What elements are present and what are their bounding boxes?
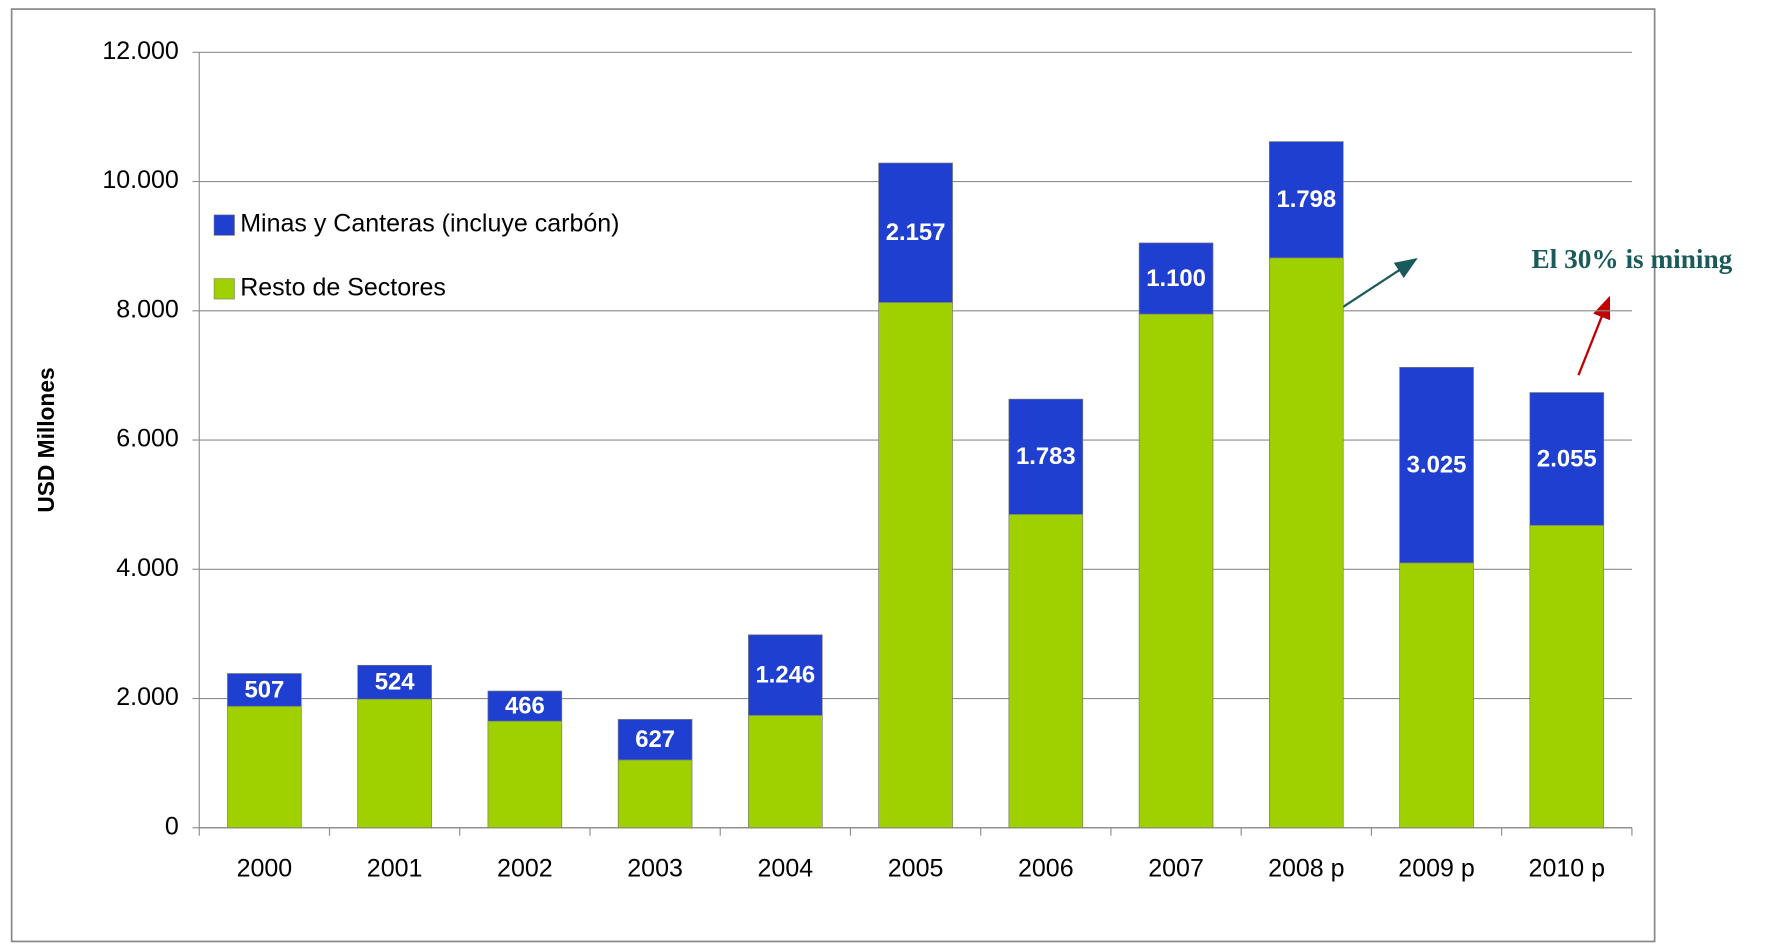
bar-segment (1008, 513, 1084, 829)
chart-frame (10, 8, 1656, 943)
bar-segment (487, 690, 563, 722)
x-tick-label: 2004 (758, 854, 814, 882)
x-tick-label: 2005 (888, 854, 944, 882)
data-label: 1.798 (1276, 186, 1336, 213)
bar-segment (878, 302, 953, 829)
data-label: 2.157 (886, 219, 946, 246)
y-tick-label: 10.000 (102, 166, 178, 194)
y-tick-label: 8.000 (116, 295, 179, 323)
bar-segment (748, 714, 823, 829)
x-tick-label: 2010 p (1529, 854, 1605, 882)
x-tick-label: 2001 (367, 854, 423, 882)
data-label: 1.100 (1146, 265, 1206, 292)
x-tick-label: 2007 (1148, 854, 1204, 882)
data-label: 1.783 (1016, 443, 1076, 470)
bar-segment (357, 698, 432, 829)
annotation: El 30% is mining (1532, 244, 1733, 274)
data-label: 524 (375, 669, 416, 696)
y-tick-label: 6.000 (116, 425, 179, 453)
bar-segment (1138, 242, 1214, 315)
bar-segment (1269, 257, 1344, 829)
legend-label: Minas y Canteras (incluye carbón) (240, 210, 619, 238)
bar-segment (487, 720, 563, 829)
legend-swatch (213, 214, 235, 236)
bar-segment (1399, 366, 1474, 564)
data-label: 2.055 (1537, 445, 1597, 472)
x-tick-label: 2008 p (1268, 854, 1344, 882)
x-tick-label: 2002 (497, 854, 553, 882)
bar-segment (357, 664, 432, 700)
bar-segment (1399, 562, 1474, 829)
y-tick-label: 4.000 (116, 554, 179, 582)
data-label: 507 (244, 676, 284, 703)
x-tick-label: 2003 (627, 854, 683, 882)
bar-segment (617, 759, 693, 829)
bar-segment (748, 634, 823, 716)
x-tick-label: 2009 p (1398, 854, 1474, 882)
legend-swatch (213, 278, 235, 300)
data-label: 627 (635, 726, 675, 753)
y-tick-label: 0 (165, 812, 179, 840)
y-tick-label: 12.000 (102, 37, 178, 65)
y-tick-label: 2.000 (116, 683, 179, 711)
bar-segment (1138, 313, 1214, 829)
bar-segment (878, 162, 953, 303)
arrow (1577, 295, 1611, 376)
bar-segment (227, 673, 302, 707)
bar-segment (1529, 524, 1605, 829)
bar-segment (1269, 141, 1344, 259)
data-label: 1.246 (755, 662, 815, 689)
y-axis-label: USD Millones (33, 367, 59, 512)
data-label: 3.025 (1407, 452, 1467, 479)
x-tick-label: 2000 (237, 854, 293, 882)
bar-segment (1529, 392, 1605, 526)
bar-segment (617, 719, 693, 761)
bar-segment (227, 705, 302, 829)
data-label: 466 (505, 693, 545, 720)
bar-segment (1008, 398, 1084, 515)
x-tick-label: 2006 (1018, 854, 1074, 882)
legend-label: Resto de Sectores (240, 273, 446, 301)
